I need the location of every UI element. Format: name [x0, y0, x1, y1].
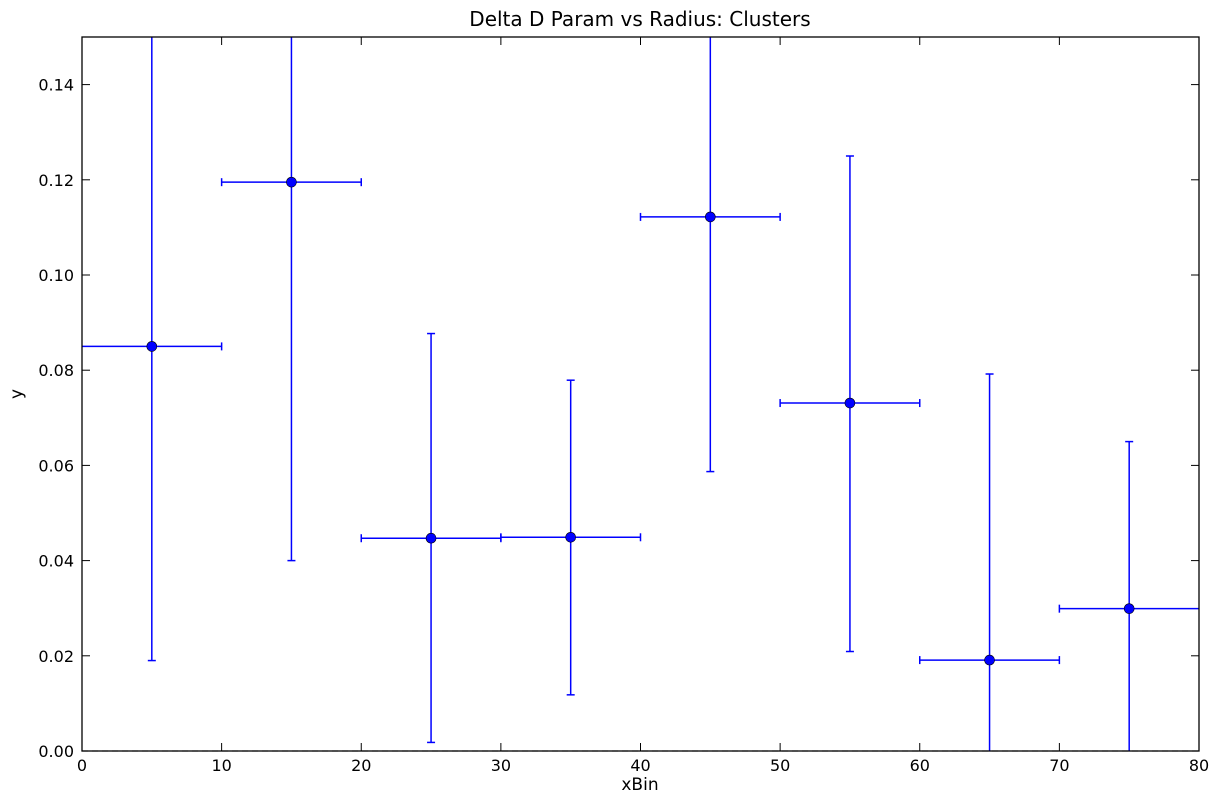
x-tick-label: 80	[1189, 756, 1209, 775]
y-tick-label: 0.04	[38, 552, 74, 571]
y-tick-label: 0.06	[38, 456, 74, 475]
data-point-group	[779, 155, 921, 653]
plot-frame	[81, 36, 1200, 752]
data-point-group	[82, 37, 223, 662]
axis-ticks: 0 10 20 30 40 50 60 70 80 0.00 0.02 0.04 0.06 0.08 0.1…	[38, 37, 1209, 775]
x-axis-label: xBin	[621, 775, 658, 794]
x-tick-label: 10	[211, 756, 231, 775]
data-point	[844, 397, 856, 409]
data-point-group	[500, 379, 642, 696]
data-point-group	[360, 332, 502, 744]
x-tick-label: 70	[1049, 756, 1069, 775]
data-point	[425, 532, 437, 544]
data-point-group	[220, 37, 362, 562]
x-tick-label: 50	[770, 756, 790, 775]
x-tick-label: 0	[77, 756, 87, 775]
y-tick-label: 0.00	[38, 742, 74, 761]
y-tick-label: 0.08	[38, 361, 74, 380]
y-tick-label: 0.10	[38, 266, 74, 285]
x-tick-label: 30	[491, 756, 511, 775]
data-point	[286, 176, 297, 188]
data-point-group	[639, 37, 781, 473]
data-point-group	[919, 373, 1061, 751]
data-point	[984, 654, 995, 666]
x-tick-label: 60	[910, 756, 930, 775]
data-point	[1123, 603, 1135, 614]
x-tick-label: 40	[630, 756, 650, 775]
data-point-group	[1058, 440, 1199, 751]
chart-title: Delta D Param vs Radius: Clusters	[469, 7, 810, 31]
y-tick-label: 0.12	[38, 171, 74, 190]
data-point	[146, 341, 158, 352]
y-axis-label: y	[7, 389, 27, 399]
y-tick-label: 0.02	[38, 647, 74, 666]
y-tick-label: 0.14	[38, 76, 74, 95]
x-tick-label: 20	[351, 756, 371, 775]
data-point	[565, 531, 576, 543]
plot-area	[82, 37, 1199, 752]
data-point	[705, 211, 716, 223]
